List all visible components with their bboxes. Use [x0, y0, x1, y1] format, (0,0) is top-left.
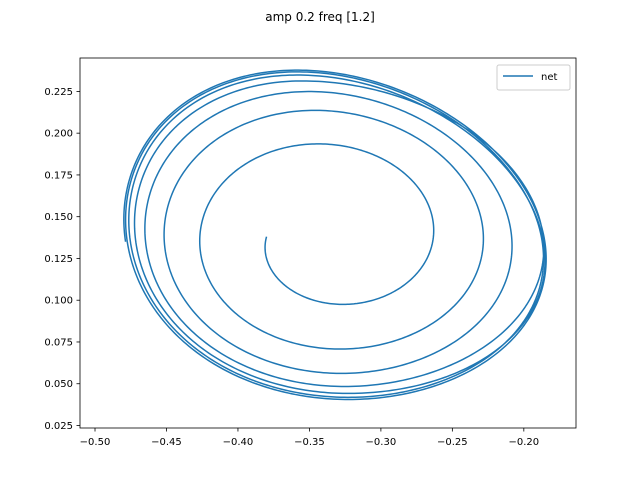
- legend-frame: [496, 64, 571, 91]
- legend: net: [496, 64, 571, 91]
- series-line-net: [123, 69, 547, 401]
- chart-title: amp 0.2 freq [1.2]: [265, 10, 375, 24]
- plot-area: [79, 57, 577, 429]
- x-tick-label: −0.30: [366, 437, 397, 448]
- y-tick-label: 0.050: [44, 379, 73, 390]
- x-axis: −0.50 −0.45 −0.40 −0.35 −0.30 −0.25 −0.20: [80, 428, 539, 448]
- axes-frame: [79, 57, 577, 429]
- y-tick-label: 0.175: [44, 170, 73, 181]
- y-tick-label: 0.075: [44, 337, 73, 348]
- y-tick-label: 0.200: [44, 129, 73, 140]
- y-tick-label: 0.225: [44, 87, 73, 98]
- x-tick-label: −0.35: [294, 437, 325, 448]
- y-tick-label: 0.100: [44, 296, 73, 307]
- y-axis: 0.025 0.050 0.075 0.100 0.125 0.150 0.175 0.200…: [44, 87, 80, 432]
- x-tick-label: −0.40: [223, 437, 254, 448]
- x-tick-label: −0.50: [80, 437, 111, 448]
- y-tick-label: 0.025: [44, 421, 73, 432]
- x-tick-label: −0.20: [508, 437, 539, 448]
- series-layer: [123, 69, 547, 401]
- y-tick-label: 0.150: [44, 212, 73, 223]
- y-tick-label: 0.125: [44, 254, 73, 265]
- x-tick-label: −0.45: [151, 437, 182, 448]
- x-tick-label: −0.25: [437, 437, 468, 448]
- legend-label-net: net: [541, 72, 557, 83]
